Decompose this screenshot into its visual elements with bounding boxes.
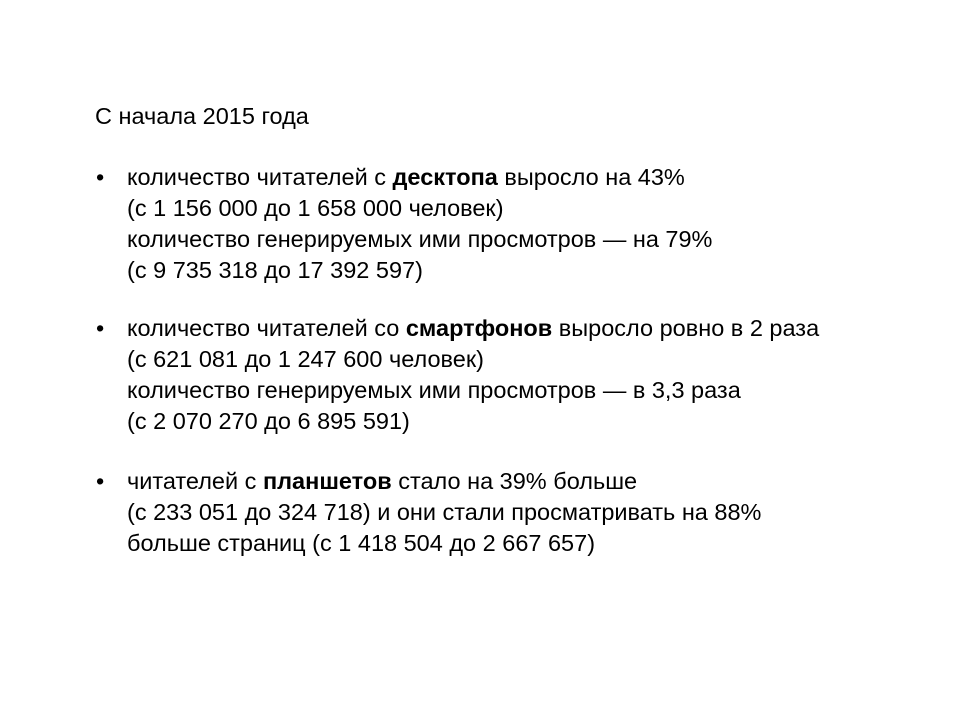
- bullet-line: количество читателей со смартфонов вырос…: [127, 313, 819, 344]
- bullet-tablet: • читателей с планшетов стало на 39% бол…: [96, 466, 761, 559]
- bullet-smartphone: • количество читателей со смартфонов выр…: [96, 313, 819, 437]
- bullet-icon: •: [96, 315, 105, 341]
- text: читателей с: [127, 468, 263, 494]
- bullet-line: (с 1 156 000 до 1 658 000 человек): [127, 195, 504, 221]
- text: выросло ровно в 2 раза: [552, 315, 820, 341]
- text: стало на 39% больше: [391, 468, 638, 494]
- bullet-line: (с 2 070 270 до 6 895 591): [127, 408, 410, 434]
- bullet-line: количество читателей с десктопа выросло …: [127, 162, 712, 193]
- bullet-icon: •: [96, 164, 105, 190]
- bullet-line: больше страниц (с 1 418 504 до 2 667 657…: [127, 530, 596, 556]
- bold-text: десктопа: [392, 164, 498, 190]
- bullet-line: (с 9 735 318 до 17 392 597): [127, 257, 423, 283]
- text: количество читателей с: [127, 164, 393, 190]
- bullet-line: количество генерируемых ими просмотров —…: [127, 226, 713, 252]
- bullet-line: читателей с планшетов стало на 39% больш…: [127, 466, 761, 497]
- slide-heading: С начала 2015 года: [95, 103, 309, 129]
- bold-text: смартфонов: [405, 315, 553, 341]
- text: количество читателей со: [127, 315, 406, 341]
- text: выросло на 43%: [497, 164, 685, 190]
- bullet-line: (с 621 081 до 1 247 600 человек): [127, 346, 484, 372]
- bullet-icon: •: [96, 468, 105, 494]
- bullet-desktop: • количество читателей с десктопа выросл…: [96, 162, 712, 286]
- bold-text: планшетов: [262, 468, 392, 494]
- bullet-line: количество генерируемых ими просмотров —…: [127, 377, 741, 403]
- bullet-line: (с 233 051 до 324 718) и они стали просм…: [127, 499, 762, 525]
